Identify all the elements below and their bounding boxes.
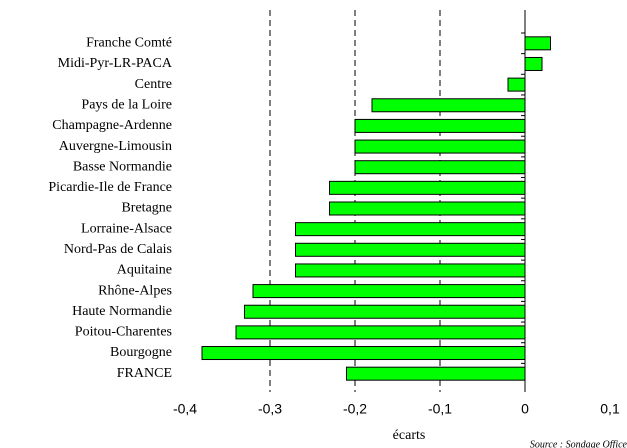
bar xyxy=(507,77,526,92)
x-tick-label: -0,4 xyxy=(173,401,197,417)
bar xyxy=(295,263,526,278)
y-tick-label: Bourgogne xyxy=(110,345,172,360)
bar xyxy=(524,36,551,51)
y-tick-label: Champagne-Ardenne xyxy=(52,118,172,133)
y-tick-label: Centre xyxy=(135,77,172,92)
bar xyxy=(201,346,526,361)
bar xyxy=(371,98,526,113)
y-tick-label: Picardie-Ile de France xyxy=(48,180,172,195)
y-tick-label: Bretagne xyxy=(121,201,172,216)
bar xyxy=(252,284,526,299)
y-tick-label: Franche Comté xyxy=(86,36,172,51)
bar xyxy=(346,366,526,381)
bar xyxy=(354,139,526,154)
y-tick-label: Nord-Pas de Calais xyxy=(64,242,172,257)
bar xyxy=(244,304,526,319)
bar xyxy=(235,325,526,340)
y-tick-label: Lorraine-Alsace xyxy=(81,221,172,236)
x-axis-label: écarts xyxy=(393,428,426,443)
x-tick-label: -0,1 xyxy=(428,401,452,417)
bar xyxy=(329,201,526,216)
y-tick-label: Pays de la Loire xyxy=(81,97,172,112)
bar xyxy=(295,242,526,257)
y-tick-label: Basse Normandie xyxy=(73,159,172,174)
bar xyxy=(354,160,526,175)
y-tick-label: Auvergne-Limousin xyxy=(59,139,172,154)
bar xyxy=(354,118,526,133)
y-tick-label: Poitou-Charentes xyxy=(75,325,172,340)
y-tick-label: Aquitaine xyxy=(117,263,172,278)
x-tick-label: 0,1 xyxy=(600,401,620,417)
y-tick-label: Rhône-Alpes xyxy=(98,283,172,298)
y-tick-label: FRANCE xyxy=(117,366,172,381)
x-tick-label: 0 xyxy=(521,401,529,417)
bar xyxy=(524,56,543,71)
bar xyxy=(295,222,526,237)
x-tick-label: -0,3 xyxy=(258,401,282,417)
source: Source : Sondage Office xyxy=(530,439,627,448)
bar xyxy=(329,180,526,195)
x-tick-label: -0,2 xyxy=(343,401,367,417)
y-tick-label: Midi-Pyr-LR-PACA xyxy=(58,56,173,71)
y-tick-label: Haute Normandie xyxy=(72,304,172,319)
